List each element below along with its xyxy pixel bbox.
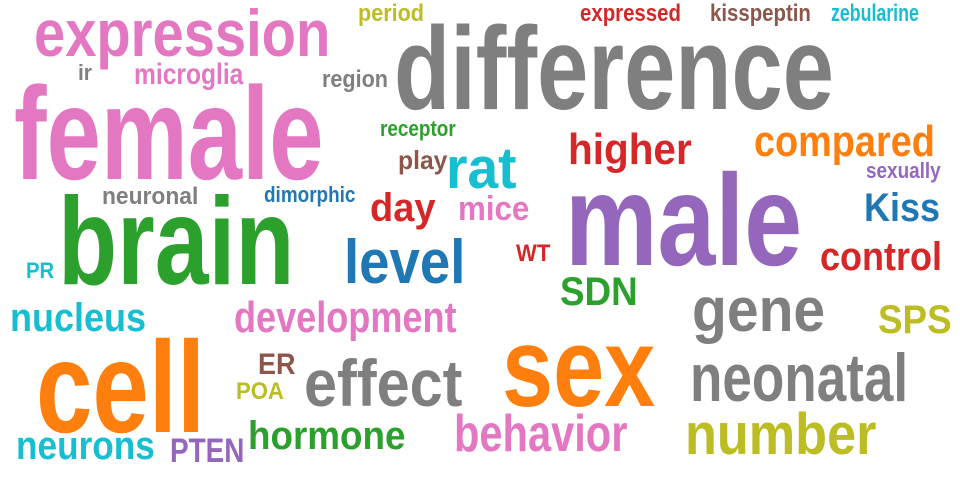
word-zebularine: zebularine [831,0,919,27]
word-expressed: expressed [580,0,681,27]
word-gene: gene [692,276,826,345]
word-receptor: receptor [380,116,456,141]
word-nucleus: nucleus [10,296,147,340]
word-difference: difference [394,3,834,135]
word-higher: higher [568,125,692,174]
word-pr: PR [26,258,55,283]
word-sps: SPS [878,298,952,342]
word-kisspeptin: kisspeptin [710,0,811,27]
word-rat: rat [446,136,517,201]
word-poa: POA [236,378,284,405]
word-sex: sex [502,305,656,430]
word-female: female [14,60,324,207]
word-brain: brain [58,173,295,311]
word-wt: WT [516,240,551,267]
word-dimorphic: dimorphic [264,182,356,207]
word-sexually: sexually [866,158,941,183]
word-behavior: behavior [454,405,628,463]
word-cell: cell [36,314,206,460]
word-expression: expression [34,0,331,70]
word-kiss: Kiss [864,186,941,230]
word-pten: PTEN [170,432,245,470]
word-level: level [344,228,466,297]
word-play: play [398,145,448,175]
word-hormone: hormone [248,414,406,458]
word-number: number [685,402,877,467]
word-neurons: neurons [16,424,155,468]
word-region: region [322,66,389,93]
word-sdn: SDN [560,270,638,314]
word-neonatal: neonatal [690,340,909,416]
word-er: ER [258,348,296,381]
word-ir: ir [78,60,92,85]
word-neuronal: neuronal [102,183,199,210]
word-period: period [358,0,425,27]
word-male: male [565,147,803,293]
word-microglia: microglia [134,58,244,91]
word-effect: effect [304,346,463,420]
word-mice: mice [458,190,530,228]
word-control: control [820,235,942,279]
word-development: development [234,293,457,342]
word-compared: compared [754,117,935,166]
word-day: day [370,186,436,230]
